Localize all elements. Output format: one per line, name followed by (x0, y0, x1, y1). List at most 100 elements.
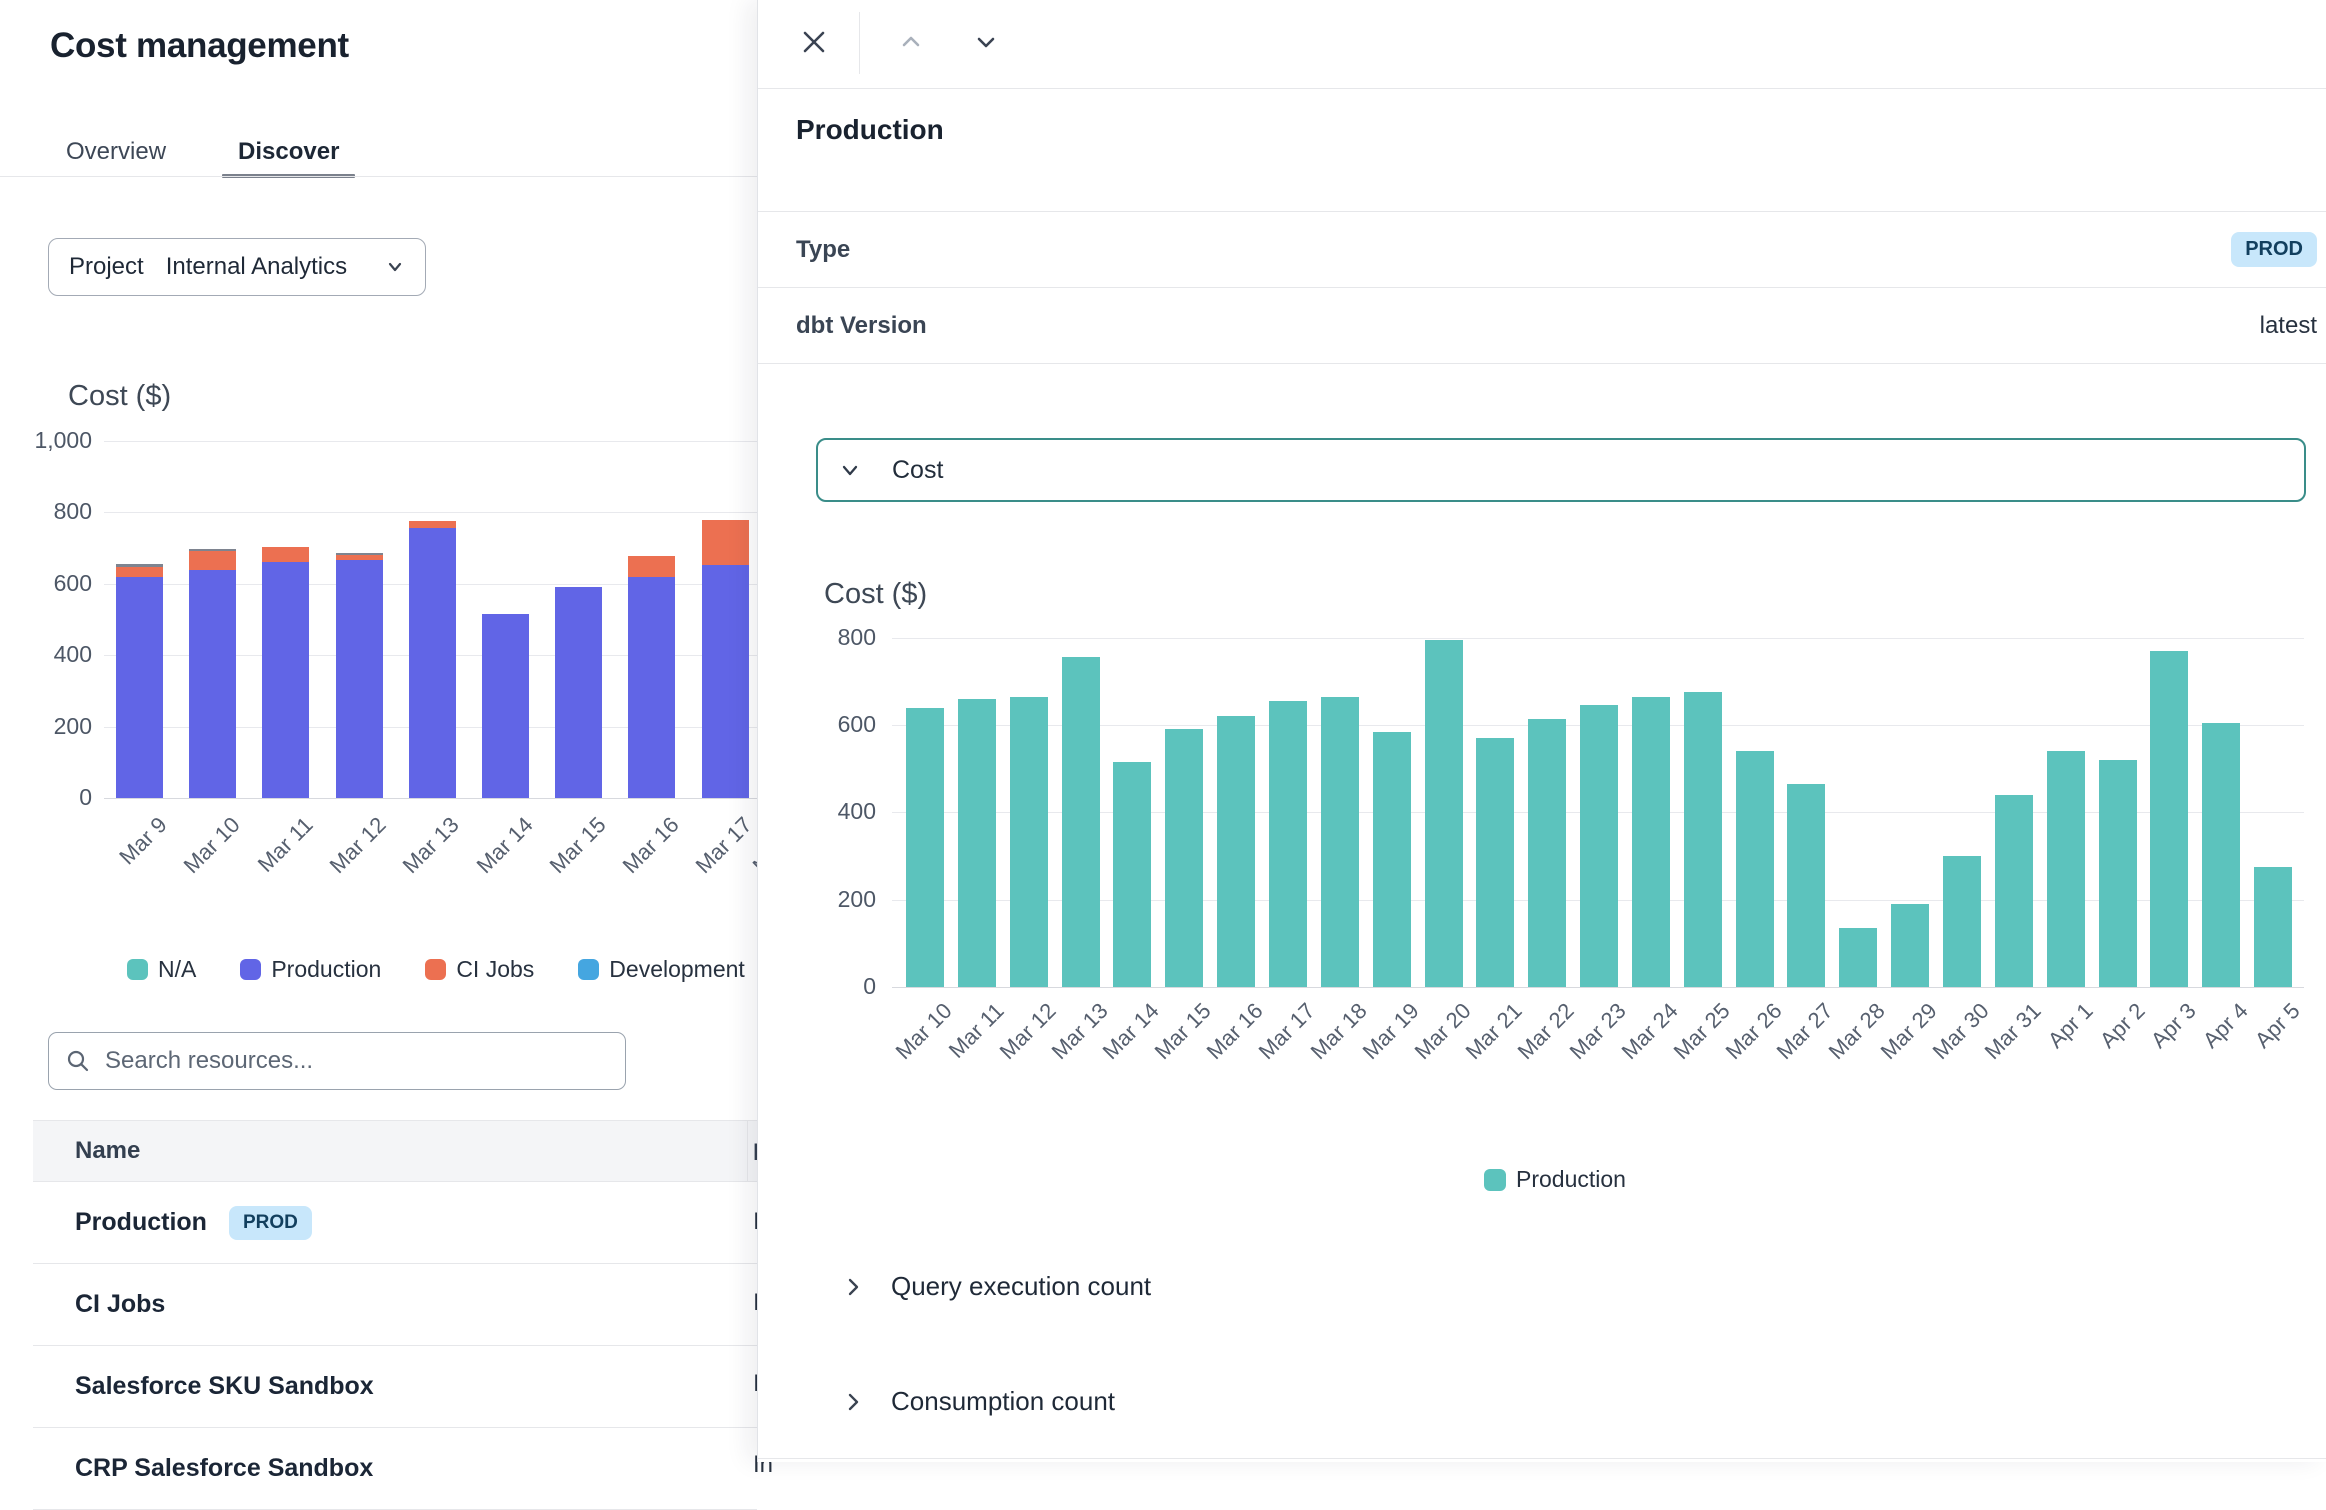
bar-production-apr-2[interactable] (2099, 760, 2137, 987)
bar-ci-jobs-mar-10[interactable] (189, 551, 236, 570)
resources-table: Production PROD CI Jobs Salesforce SKU Sand… (33, 1182, 757, 1510)
search-input[interactable] (103, 1046, 609, 1076)
bar-n-a-mar-10[interactable] (189, 549, 236, 551)
x-axis-tick-label: Mar 19 (1357, 998, 1424, 1065)
bar-production-mar-25[interactable] (1684, 692, 1722, 987)
bar-production-mar-26[interactable] (1736, 751, 1774, 987)
x-axis-tick-label: Mar 22 (1512, 998, 1579, 1065)
consumption-count-section[interactable]: Consumption count (758, 1345, 2326, 1459)
bar-production-mar-27[interactable] (1787, 784, 1825, 987)
bar-n-a-mar-9[interactable] (116, 564, 163, 567)
legend-item-development[interactable]: Development (578, 956, 745, 983)
x-axis-tick-label: Apr 1 (2042, 998, 2098, 1053)
close-button[interactable] (792, 20, 836, 64)
x-axis-tick-label: Mar 25 (1668, 998, 1735, 1065)
y-axis-tick-label: 0 (863, 973, 876, 999)
bar-production-apr-5[interactable] (2254, 867, 2292, 987)
chevron-down-icon (385, 257, 405, 277)
bar-production-mar-12[interactable] (336, 560, 383, 798)
y-axis-tick-label: 800 (837, 623, 876, 650)
legend-label: Production (271, 956, 382, 982)
resource-name: CI Jobs (75, 1290, 166, 1318)
chart-gridline (104, 798, 760, 799)
legend-swatch (578, 959, 600, 980)
bar-production-mar-15[interactable] (555, 587, 602, 798)
bar-production-mar-10[interactable] (189, 570, 236, 798)
bar-production-mar-29[interactable] (1891, 904, 1929, 987)
bar-production-mar-19[interactable] (1373, 732, 1411, 987)
bar-production-mar-22[interactable] (1528, 719, 1566, 987)
bar-production-mar-13[interactable] (409, 528, 456, 798)
legend-item-ci-jobs[interactable]: CI Jobs (425, 956, 534, 983)
y-axis-tick-label: 400 (53, 641, 92, 668)
table-row-salesforce-sku-sandbox[interactable]: Salesforce SKU Sandbox (33, 1346, 757, 1428)
left-chart-title: Cost ($) (68, 380, 172, 412)
bar-production-mar-31[interactable] (1995, 795, 2033, 987)
bar-production-mar-30[interactable] (1943, 856, 1981, 987)
bar-production-apr-1[interactable] (2047, 751, 2085, 987)
legend-swatch (425, 959, 447, 980)
bar-production-mar-20[interactable] (1425, 640, 1463, 987)
bar-ci-jobs-mar-17[interactable] (702, 520, 749, 565)
query-execution-count-section[interactable]: Query execution count (758, 1228, 2326, 1346)
x-axis-tick-label: Mar 23 (1564, 998, 1631, 1065)
bar-production-mar-28[interactable] (1839, 928, 1877, 987)
tab-discover[interactable]: Discover (222, 128, 356, 178)
bar-production-mar-14[interactable] (1113, 762, 1151, 987)
x-axis-tick-label: Mar 20 (1409, 998, 1476, 1065)
bar-production-mar-16[interactable] (1217, 716, 1255, 987)
bar-production-mar-13[interactable] (1062, 657, 1100, 987)
project-filter-label: Project (69, 253, 144, 280)
drawer-title: Production (796, 114, 944, 145)
previous-item-button[interactable] (889, 20, 933, 64)
bar-production-mar-24[interactable] (1632, 697, 1670, 987)
chevron-up-icon (898, 29, 924, 55)
cost-section-expander[interactable]: Cost (816, 438, 2306, 502)
x-axis-tick-label: Mar 30 (1927, 998, 1994, 1065)
legend-item-n-a[interactable]: N/A (127, 956, 196, 983)
bar-production-apr-3[interactable] (2150, 651, 2188, 987)
bar-production-mar-17[interactable] (702, 565, 749, 798)
bar-production-mar-11[interactable] (958, 699, 996, 987)
bar-production-mar-11[interactable] (262, 562, 309, 798)
bar-production-mar-18[interactable] (1321, 697, 1359, 987)
legend-item-production[interactable]: Production (240, 956, 381, 983)
bar-production-mar-21[interactable] (1476, 738, 1514, 987)
y-axis-tick-label: 400 (837, 798, 876, 825)
bar-ci-jobs-mar-11[interactable] (262, 547, 309, 562)
bar-production-mar-17[interactable] (1269, 701, 1307, 987)
bar-production-mar-9[interactable] (116, 577, 163, 798)
table-row-crp-salesforce-sandbox[interactable]: CRP Salesforce Sandbox (33, 1428, 757, 1510)
bar-n-a-mar-12[interactable] (336, 553, 383, 555)
bar-production-mar-23[interactable] (1580, 705, 1618, 987)
bar-ci-jobs-mar-13[interactable] (409, 521, 456, 528)
prod-badge: PROD (228, 1205, 312, 1240)
bar-ci-jobs-mar-9[interactable] (116, 567, 163, 577)
x-axis-tick-label: Mar 16 (1201, 998, 1268, 1065)
bar-production-mar-14[interactable] (482, 614, 529, 798)
bar-ci-jobs-mar-12[interactable] (336, 555, 383, 560)
x-axis-tick-label: Mar 26 (1720, 998, 1787, 1065)
x-axis-tick-label: Mar 27 (1772, 998, 1839, 1065)
drawer-fields: Type PROD dbt Version latest (758, 212, 2326, 364)
table-row-ci-jobs[interactable]: CI Jobs (33, 1264, 757, 1346)
tabs-divider (0, 176, 757, 177)
bar-production-mar-15[interactable] (1165, 729, 1203, 987)
bar-production-mar-16[interactable] (628, 577, 675, 798)
bar-production-apr-4[interactable] (2202, 723, 2240, 987)
resource-name: Salesforce SKU Sandbox (75, 1372, 374, 1400)
legend-label: CI Jobs (456, 956, 535, 982)
x-axis-tick-label: Apr 2 (2094, 998, 2150, 1053)
tab-overview[interactable]: Overview (66, 138, 167, 165)
legend-item-production[interactable]: Production (1484, 1166, 1626, 1193)
table-row-production[interactable]: Production PROD (33, 1182, 757, 1264)
bar-ci-jobs-mar-16[interactable] (628, 556, 675, 577)
bar-production-mar-10[interactable] (906, 708, 944, 987)
bar-production-mar-12[interactable] (1010, 697, 1048, 987)
field-row-dbt-version: dbt Version latest (758, 288, 2326, 364)
next-item-button[interactable] (964, 20, 1008, 64)
y-axis-tick-label: 200 (53, 712, 92, 739)
y-axis-tick-label: 600 (53, 569, 92, 596)
project-filter-dropdown[interactable]: Project Internal Analytics (48, 238, 426, 296)
search-icon (65, 1048, 91, 1074)
